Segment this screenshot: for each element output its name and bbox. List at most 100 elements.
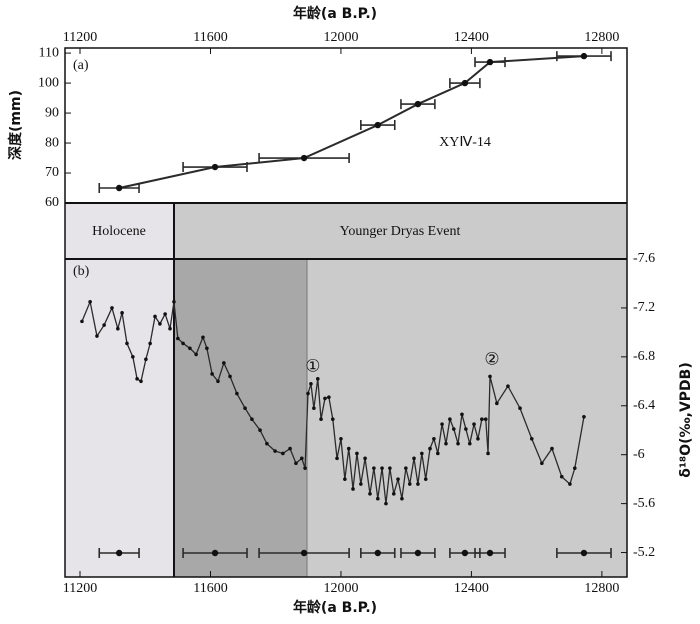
data-point bbox=[80, 319, 84, 324]
data-point bbox=[323, 396, 327, 401]
data-point bbox=[448, 417, 452, 422]
data-point bbox=[172, 300, 176, 304]
data-point bbox=[452, 427, 456, 431]
data-point bbox=[125, 341, 129, 346]
data-point bbox=[300, 154, 308, 162]
data-point bbox=[486, 451, 490, 456]
data-point bbox=[330, 417, 335, 422]
data-point bbox=[480, 417, 484, 422]
y-axis-title: 深度(mm) bbox=[7, 90, 24, 160]
data-point bbox=[456, 441, 460, 446]
data-point bbox=[472, 422, 476, 426]
data-point bbox=[376, 496, 380, 501]
data-point bbox=[359, 482, 363, 486]
data-point bbox=[327, 395, 331, 400]
data-point bbox=[120, 311, 124, 315]
data-point bbox=[158, 322, 162, 326]
data-point bbox=[372, 466, 376, 470]
data-point bbox=[288, 446, 292, 451]
data-point bbox=[258, 428, 262, 433]
data-point bbox=[540, 461, 544, 466]
data-point bbox=[400, 496, 404, 501]
data-point bbox=[568, 482, 572, 486]
data-point bbox=[444, 441, 448, 446]
dating-point bbox=[486, 549, 494, 557]
zone-label: Younger Dryas Event bbox=[340, 224, 461, 239]
data-point bbox=[294, 461, 298, 466]
data-point bbox=[460, 412, 464, 417]
x-tick-label: 12400 bbox=[454, 30, 489, 45]
data-point bbox=[420, 451, 424, 456]
data-point bbox=[153, 314, 157, 319]
dating-point bbox=[461, 549, 469, 557]
data-point bbox=[580, 52, 588, 60]
y-tick-label: -6.8 bbox=[633, 349, 655, 364]
data-point bbox=[363, 456, 367, 461]
data-point bbox=[281, 451, 285, 456]
data-point bbox=[315, 377, 320, 381]
data-point bbox=[396, 477, 400, 481]
data-point bbox=[416, 482, 420, 486]
data-point bbox=[216, 379, 220, 384]
data-point bbox=[464, 427, 468, 431]
data-point bbox=[343, 477, 347, 481]
y-tick-label: 90 bbox=[45, 105, 59, 120]
holocene-zone bbox=[65, 203, 174, 577]
x-tick-label: 11200 bbox=[63, 581, 97, 596]
data-point bbox=[391, 492, 396, 496]
data-point bbox=[205, 346, 209, 351]
dating-point bbox=[580, 549, 588, 557]
data-point bbox=[404, 466, 408, 470]
y2-axis-title: δ¹⁸O(‰,VPDB) bbox=[678, 362, 694, 477]
data-point bbox=[312, 406, 316, 411]
event-marker: ① bbox=[305, 357, 320, 376]
dark-zone bbox=[174, 259, 307, 577]
data-point bbox=[346, 446, 351, 451]
y-tick-label: -5.2 bbox=[633, 545, 655, 560]
dating-point bbox=[414, 549, 422, 557]
data-point bbox=[483, 417, 488, 422]
y-tick-label: -6.4 bbox=[633, 398, 655, 413]
data-point bbox=[148, 341, 152, 346]
y-tick-label: 70 bbox=[45, 165, 59, 180]
x-axis-title: 年龄(a B.P.) bbox=[293, 599, 377, 616]
data-point bbox=[414, 100, 422, 108]
data-point bbox=[201, 335, 205, 340]
data-point bbox=[300, 456, 304, 461]
data-point bbox=[273, 449, 277, 453]
panel-label: (a) bbox=[73, 58, 89, 73]
data-point bbox=[432, 436, 436, 441]
y-tick-label: 100 bbox=[38, 75, 59, 90]
data-point bbox=[550, 446, 554, 451]
data-point bbox=[110, 306, 114, 310]
x-tick-label: 12400 bbox=[454, 581, 489, 596]
x-tick-label: 12000 bbox=[323, 581, 358, 596]
data-point bbox=[388, 466, 392, 470]
data-point bbox=[506, 384, 510, 389]
data-point bbox=[163, 312, 167, 316]
data-point bbox=[436, 451, 440, 456]
data-point bbox=[582, 414, 586, 419]
y-tick-label: 60 bbox=[45, 195, 59, 210]
y-tick-label: -6 bbox=[633, 447, 645, 462]
data-point bbox=[210, 372, 214, 376]
y-tick-label: -7.2 bbox=[633, 300, 655, 315]
data-point bbox=[335, 456, 339, 461]
data-point bbox=[303, 466, 307, 470]
data-point bbox=[467, 441, 472, 446]
data-point bbox=[384, 501, 388, 506]
dating-point bbox=[300, 549, 308, 557]
data-point bbox=[306, 391, 310, 396]
data-point bbox=[135, 377, 139, 381]
data-point bbox=[250, 417, 254, 422]
dating-point bbox=[115, 549, 123, 557]
zone-label: Holocene bbox=[92, 224, 146, 239]
x-tick-label: 12800 bbox=[584, 581, 619, 596]
data-point bbox=[139, 379, 143, 384]
data-point bbox=[168, 326, 172, 331]
y-tick-label: 110 bbox=[39, 45, 59, 60]
data-point bbox=[351, 487, 355, 491]
x-axis-title: 年龄(a B.P.) bbox=[293, 5, 377, 22]
y-tick-label: 80 bbox=[45, 135, 59, 150]
